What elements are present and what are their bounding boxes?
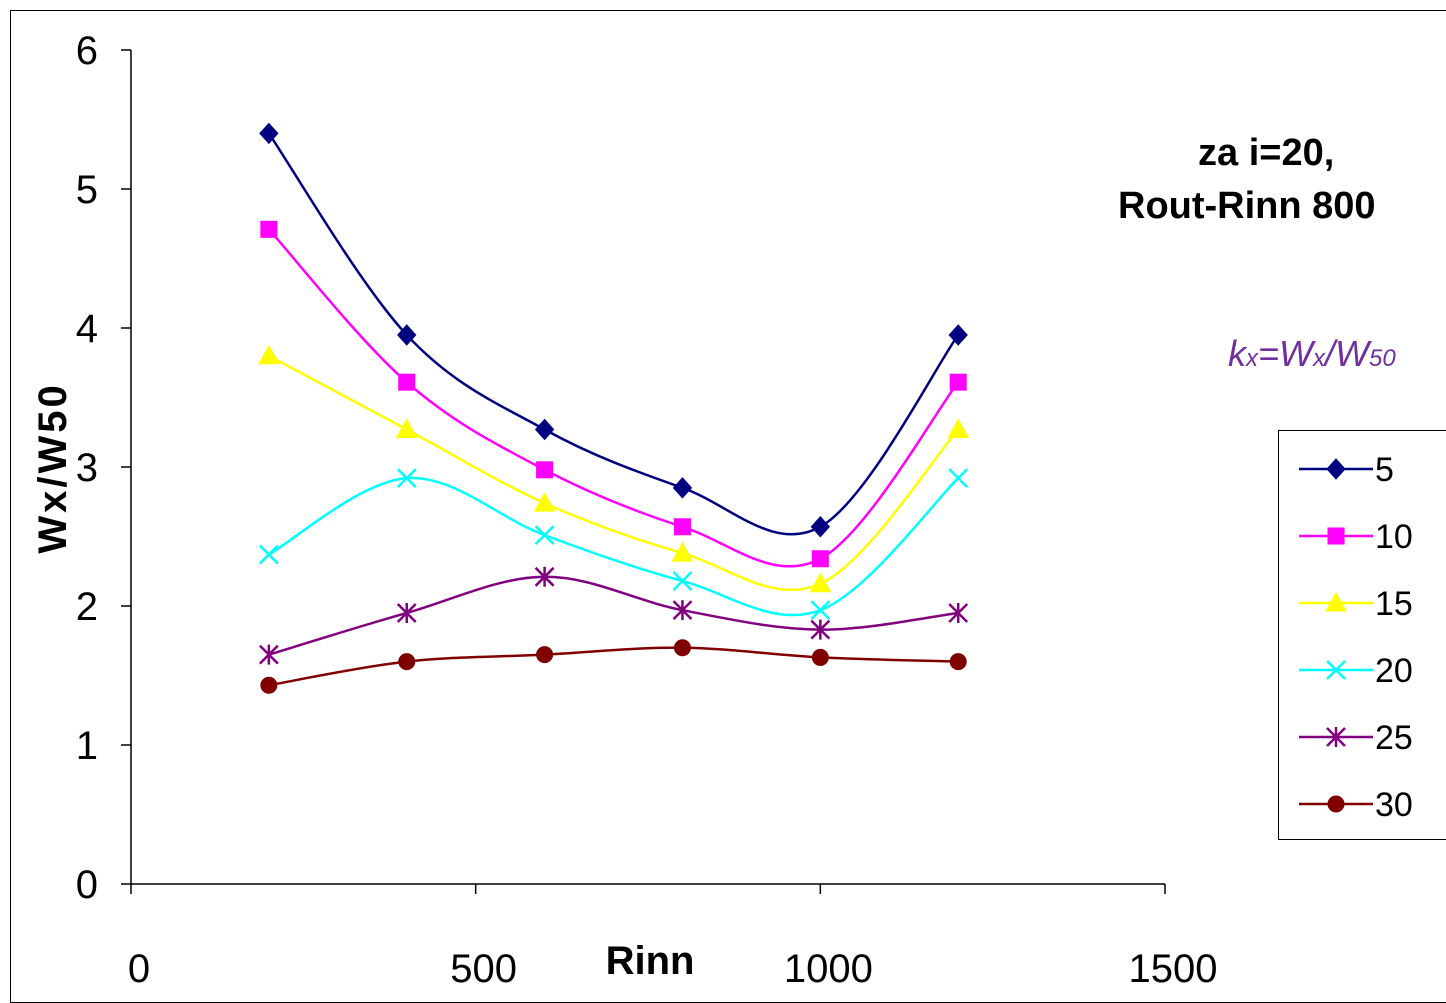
data-point: [810, 600, 831, 621]
data-point: [671, 542, 694, 562]
series-15: [258, 344, 970, 593]
legend-label: 30: [1375, 786, 1413, 824]
formula-k: k: [1228, 333, 1246, 374]
x-tick-label: 1000: [784, 947, 873, 991]
data-point: [398, 373, 416, 391]
data-point: [534, 418, 555, 441]
legend-label: 25: [1375, 719, 1413, 757]
series-line: [268, 476, 960, 617]
legend-item: 25: [1279, 711, 1446, 767]
data-point: [260, 676, 278, 694]
data-point: [533, 492, 556, 512]
data-point: [810, 516, 831, 538]
data-point: [949, 653, 967, 671]
legend-label: 10: [1375, 518, 1413, 556]
y-tick-label: 4: [76, 307, 98, 351]
legend-swatch: [1299, 591, 1373, 612]
series-line: [268, 646, 959, 687]
data-point: [396, 468, 417, 489]
series-30: [260, 639, 967, 694]
data-point: [672, 600, 693, 621]
formula-k-sub: x: [1246, 345, 1258, 372]
annotation-line-1: za i=20,: [1198, 132, 1335, 174]
series-20: [258, 468, 969, 621]
legend-swatch: [1299, 458, 1373, 480]
data-point: [396, 602, 417, 623]
x-axis-label: Rinn: [606, 939, 695, 983]
legend-item: 15: [1279, 577, 1446, 633]
legend-swatch: [1299, 727, 1373, 747]
series-line: [267, 132, 960, 536]
annotation-line-2: Rout-Rinn 800: [1118, 185, 1376, 227]
legend-label: 15: [1375, 585, 1413, 623]
data-point: [536, 461, 554, 479]
legend-swatch: [1299, 660, 1373, 680]
data-point: [948, 324, 968, 346]
data-point: [398, 653, 416, 671]
y-axis-label: Wx/W50: [31, 382, 75, 553]
data-point: [809, 572, 832, 593]
data-point: [258, 644, 279, 665]
data-point: [258, 344, 280, 365]
data-point: [949, 373, 967, 391]
formula-eq-w: =W: [1258, 333, 1314, 374]
legend-marker: [1327, 527, 1345, 545]
data-point: [811, 648, 829, 666]
formula-div-w: /W: [1325, 333, 1369, 374]
formula-50-sub: 50: [1369, 345, 1396, 372]
legend-item: 5: [1279, 443, 1446, 499]
y-tick-label: 5: [76, 168, 98, 212]
y-tick-label: 0: [76, 863, 98, 907]
data-point: [810, 619, 831, 640]
legend-item: 20: [1279, 644, 1446, 700]
y-tick-label: 2: [76, 585, 98, 629]
x-tick-label: 500: [450, 947, 517, 991]
data-point: [811, 550, 829, 568]
legend-swatch: [1299, 795, 1373, 813]
data-point: [948, 468, 969, 489]
legend-item: 10: [1279, 510, 1446, 566]
y-tick-label: 1: [76, 724, 98, 768]
annotation-formula: kx=Wx/W50: [1228, 333, 1396, 375]
data-point: [948, 602, 969, 623]
series-line: [267, 228, 960, 568]
legend-label: 5: [1375, 451, 1394, 489]
series-5: [259, 122, 968, 538]
series-10: [260, 220, 967, 568]
series-line: [268, 575, 959, 656]
data-point: [259, 122, 279, 145]
data-point: [947, 418, 970, 438]
legend-marker: [1326, 727, 1346, 747]
legend-marker: [1325, 591, 1347, 612]
data-point: [672, 571, 693, 591]
x-tick-label: 0: [128, 947, 150, 991]
y-tick-label: 6: [76, 29, 98, 73]
legend: 5 10 15 20 25 30: [1278, 430, 1446, 840]
legend-swatch: [1299, 527, 1373, 545]
legend-marker: [1327, 795, 1345, 813]
data-point: [258, 544, 279, 565]
x-tick-label: 1500: [1129, 947, 1218, 991]
data-point: [536, 646, 554, 664]
series-25: [258, 566, 969, 665]
data-point: [673, 518, 691, 536]
data-point: [397, 324, 417, 346]
series-line: [268, 354, 960, 592]
y-tick-label: 3: [76, 446, 98, 490]
data-point: [534, 525, 555, 545]
data-point: [673, 639, 691, 657]
data-point: [395, 418, 418, 438]
legend-marker: [1326, 458, 1346, 480]
data-point: [534, 566, 555, 587]
formula-w-sub: x: [1313, 345, 1326, 372]
legend-marker: [1326, 660, 1346, 680]
data-point: [260, 220, 278, 238]
legend-label: 20: [1375, 652, 1413, 690]
data-point: [672, 477, 693, 499]
legend-item: 30: [1279, 778, 1446, 834]
